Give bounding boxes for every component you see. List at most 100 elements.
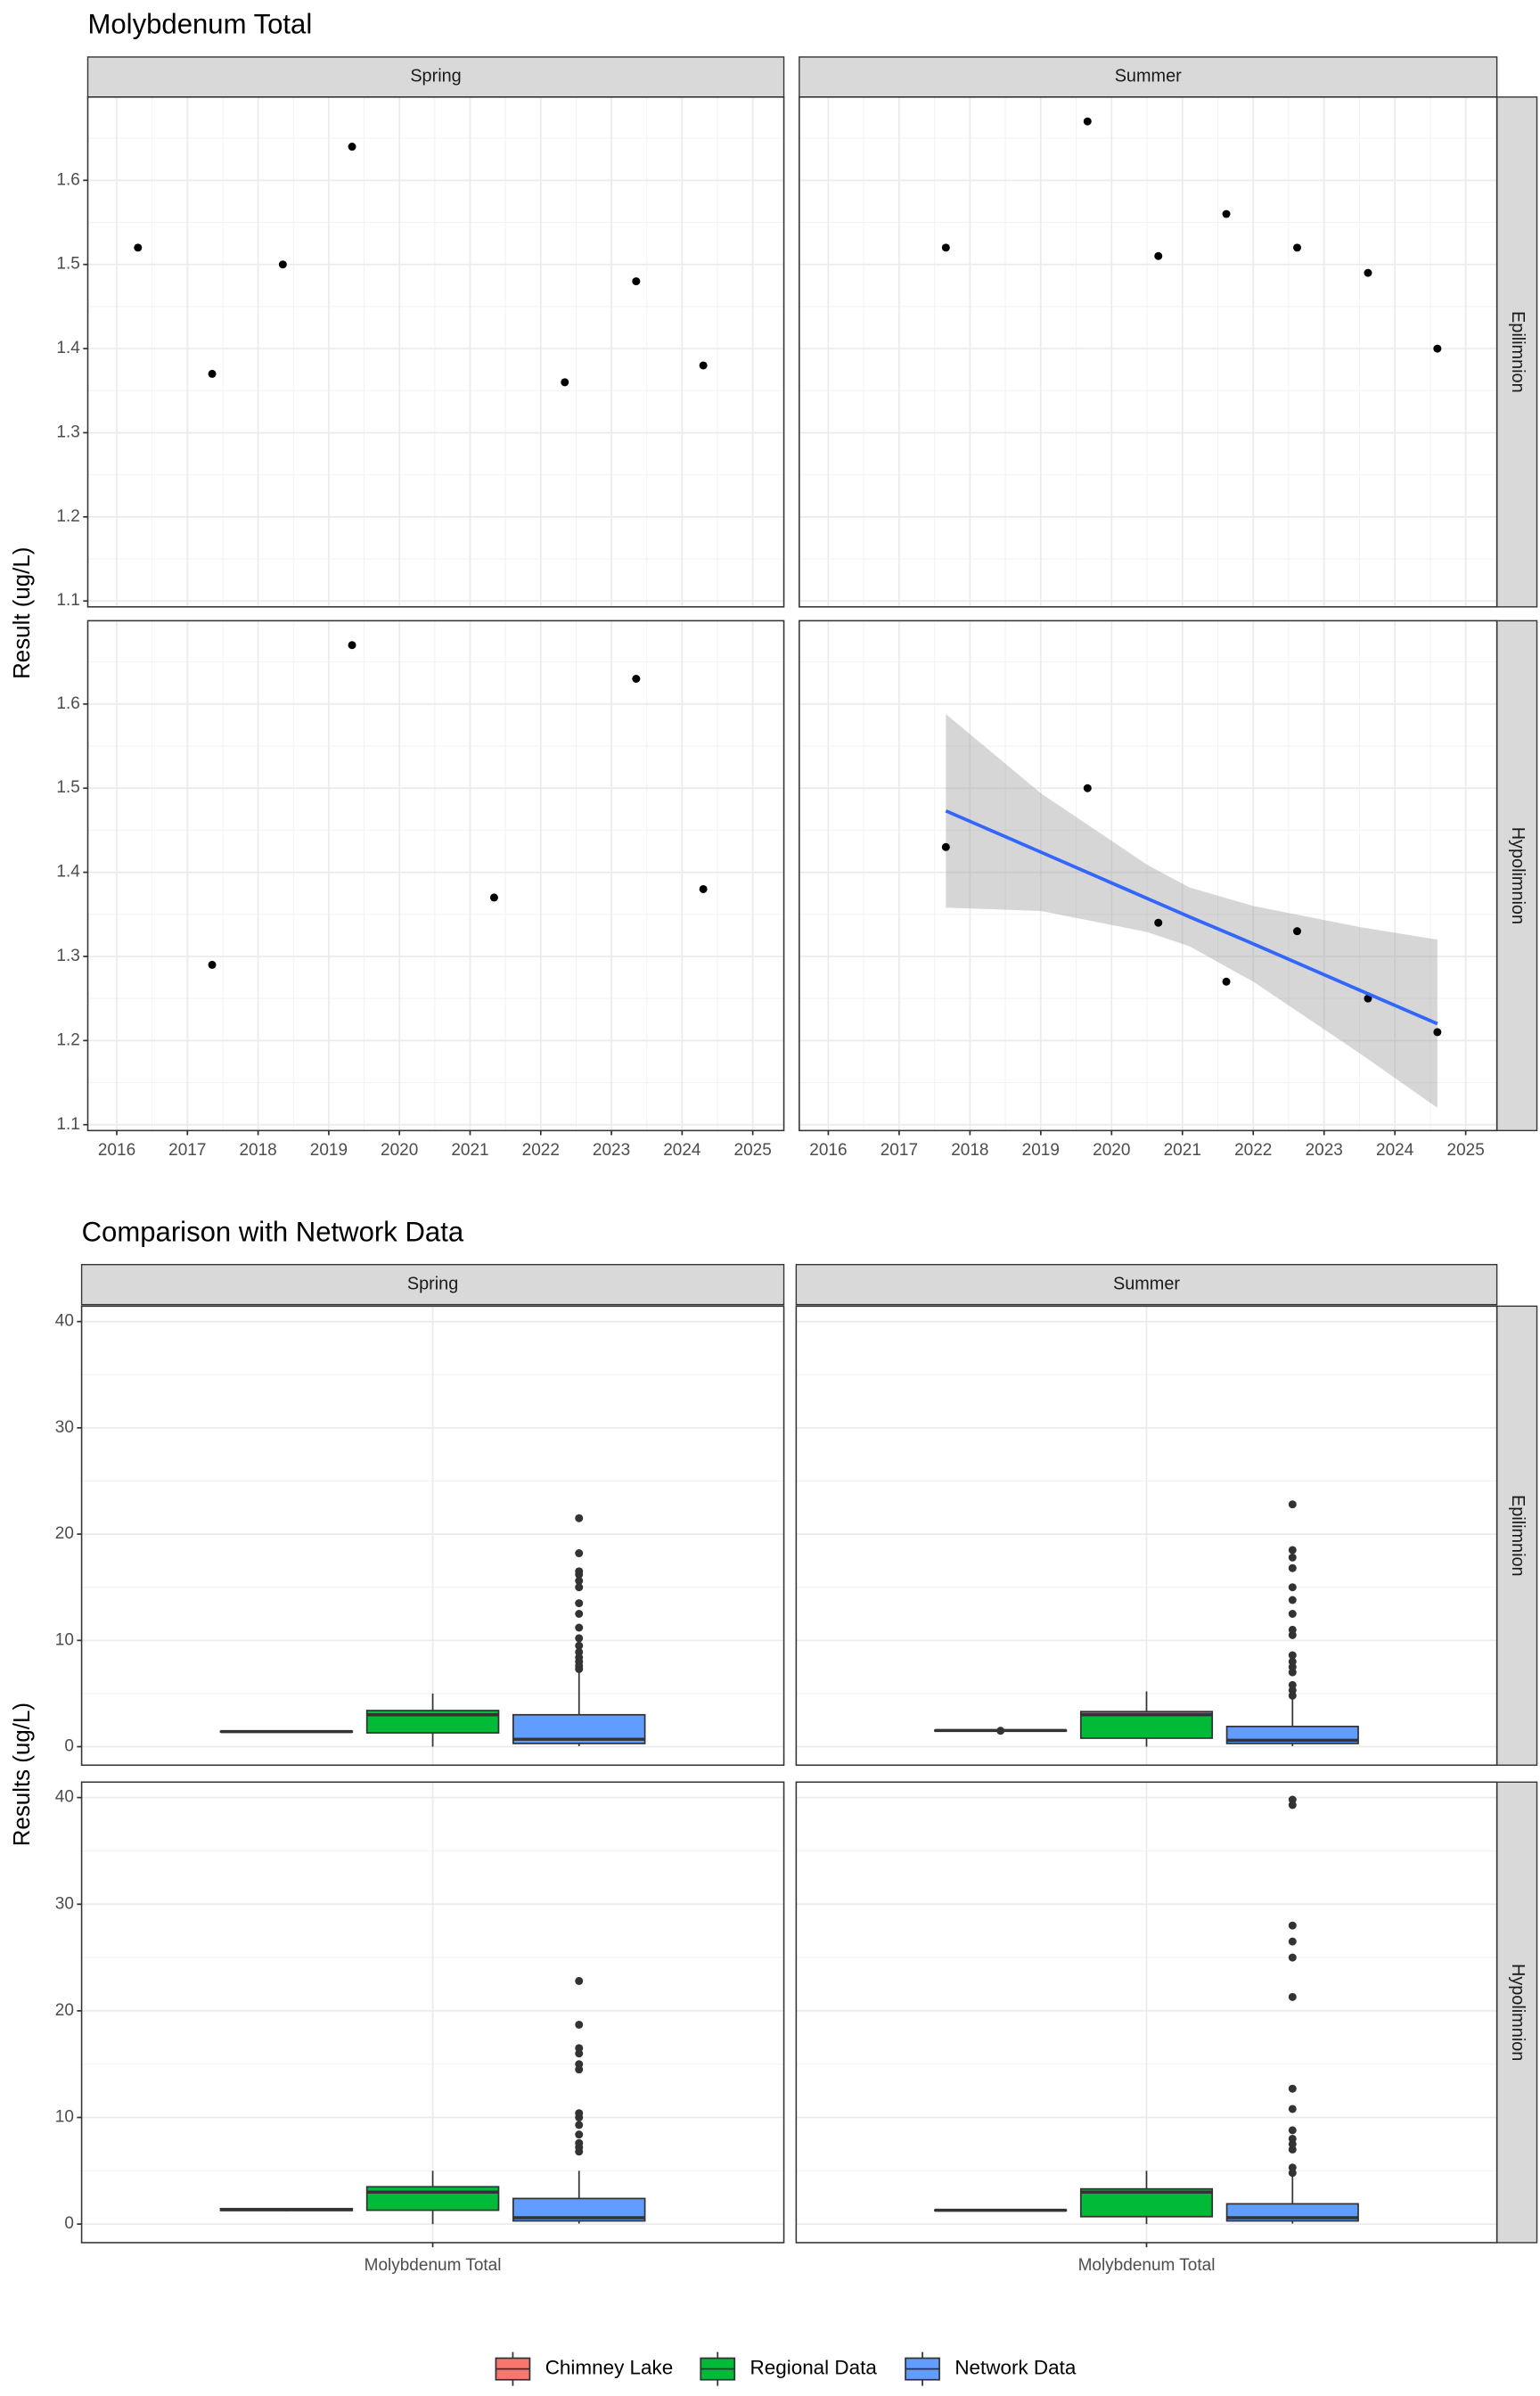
facet-strip bbox=[799, 56, 1498, 98]
panel-border bbox=[799, 620, 1498, 1132]
point bbox=[941, 842, 950, 851]
panel-border bbox=[80, 1305, 785, 1767]
outlier bbox=[575, 1976, 584, 1985]
outlier bbox=[1288, 1953, 1297, 1962]
panel-background bbox=[87, 96, 784, 607]
panel-background bbox=[799, 96, 1497, 607]
outlier bbox=[1288, 1680, 1297, 1689]
point bbox=[1293, 243, 1302, 252]
x-tick-label: 2018 bbox=[951, 1141, 988, 1160]
facet-strip bbox=[86, 56, 785, 98]
outlier bbox=[1288, 1563, 1297, 1572]
point bbox=[699, 884, 708, 893]
point bbox=[348, 641, 356, 650]
trend-line bbox=[945, 808, 1438, 1026]
panel-background bbox=[87, 620, 784, 1131]
outlier bbox=[575, 2138, 584, 2147]
x-tick-label: 2019 bbox=[1022, 1141, 1060, 1160]
x-tick-label: 2021 bbox=[1164, 1141, 1201, 1160]
y-tick-label: 1.4 bbox=[56, 863, 80, 882]
y-tick-label: 1.3 bbox=[56, 423, 79, 441]
facet-strip bbox=[1495, 1305, 1538, 1766]
x-tick-label: 2023 bbox=[1306, 1141, 1343, 1160]
x-tick-label: 2019 bbox=[310, 1141, 348, 1160]
confidence-band bbox=[946, 714, 1438, 1108]
x-tick-label: 2024 bbox=[663, 1141, 701, 1160]
x-tick-label: 2020 bbox=[1093, 1141, 1130, 1160]
y-axis-label: Result (ug/L) bbox=[10, 547, 35, 679]
outlier bbox=[1288, 1795, 1297, 1804]
outlier bbox=[575, 1549, 584, 1558]
point bbox=[1293, 927, 1302, 936]
outlier bbox=[1288, 1553, 1297, 1562]
y-tick-label: 40 bbox=[55, 1312, 74, 1331]
outlier bbox=[1288, 2105, 1297, 2113]
outlier bbox=[1288, 1500, 1297, 1509]
outlier bbox=[575, 2060, 584, 2069]
point bbox=[1154, 251, 1163, 260]
outlier bbox=[575, 1577, 584, 1586]
outlier bbox=[1288, 1937, 1297, 1946]
outlier bbox=[1288, 1625, 1297, 1634]
panel-background bbox=[799, 620, 1497, 1131]
facet-label: Hypolimnion bbox=[1508, 827, 1528, 924]
x-tick-label: 2017 bbox=[168, 1141, 206, 1160]
x-tick-label: 2025 bbox=[1447, 1141, 1485, 1160]
outlier bbox=[996, 1727, 1005, 1735]
point bbox=[632, 675, 641, 683]
y-axis-label: Results (ug/L) bbox=[10, 1703, 35, 1846]
panel-border bbox=[795, 1781, 1498, 2244]
outlier bbox=[575, 2020, 584, 2029]
panel-border bbox=[86, 620, 785, 1132]
facet-label: Hypolimnion bbox=[1508, 1964, 1528, 2061]
outlier bbox=[1288, 2084, 1297, 2093]
facet-label: Summer bbox=[1115, 67, 1182, 86]
y-tick-label: 1.3 bbox=[56, 947, 79, 965]
point bbox=[561, 378, 569, 387]
point bbox=[1154, 918, 1163, 927]
panel-border bbox=[86, 96, 785, 608]
panel-border bbox=[80, 1781, 785, 2244]
legend-label: Chimney Lake bbox=[545, 2357, 674, 2379]
x-tick-label: 2025 bbox=[734, 1141, 772, 1160]
x-tick-label: 2016 bbox=[809, 1141, 847, 1160]
facet-strip bbox=[1495, 96, 1538, 608]
chart-title: Comparison with Network Data bbox=[82, 1216, 464, 1247]
outlier bbox=[1288, 1610, 1297, 1618]
point bbox=[1083, 117, 1092, 126]
point bbox=[1364, 994, 1372, 1003]
x-tick-label: 2021 bbox=[451, 1141, 488, 1160]
point bbox=[208, 960, 217, 969]
y-tick-label: 40 bbox=[55, 1788, 74, 1807]
x-tick-label: 2018 bbox=[239, 1141, 276, 1160]
outlier bbox=[575, 1514, 584, 1522]
point bbox=[1083, 784, 1092, 792]
outlier bbox=[575, 1610, 584, 1618]
y-tick-label: 10 bbox=[55, 1630, 74, 1649]
outlier bbox=[575, 2109, 584, 2118]
x-tick-label: 2023 bbox=[593, 1141, 630, 1160]
facet-strip bbox=[1495, 1781, 1538, 2244]
y-tick-label: 1.4 bbox=[56, 339, 80, 357]
y-tick-label: 30 bbox=[55, 1418, 74, 1437]
facet-strip bbox=[795, 1263, 1498, 1306]
outlier bbox=[575, 1583, 584, 1592]
x-tick-label: 2022 bbox=[1234, 1141, 1272, 1160]
outlier bbox=[575, 2130, 584, 2139]
outlier bbox=[575, 2121, 584, 2129]
outlier bbox=[575, 1647, 584, 1656]
facet-label: Epilimnion bbox=[1508, 1495, 1528, 1577]
outlier bbox=[575, 1599, 584, 1608]
y-tick-label: 1.6 bbox=[56, 170, 79, 189]
x-tick-label: Molybdenum Total bbox=[365, 2256, 502, 2275]
point bbox=[941, 243, 950, 252]
point bbox=[489, 893, 498, 902]
outlier bbox=[575, 1634, 584, 1643]
legend-label: Regional Data bbox=[750, 2357, 878, 2379]
outlier bbox=[1288, 1992, 1297, 2001]
point bbox=[208, 369, 217, 378]
outlier bbox=[1288, 1651, 1297, 1660]
outlier bbox=[1288, 1657, 1297, 1666]
legend-label: Network Data bbox=[954, 2357, 1077, 2379]
